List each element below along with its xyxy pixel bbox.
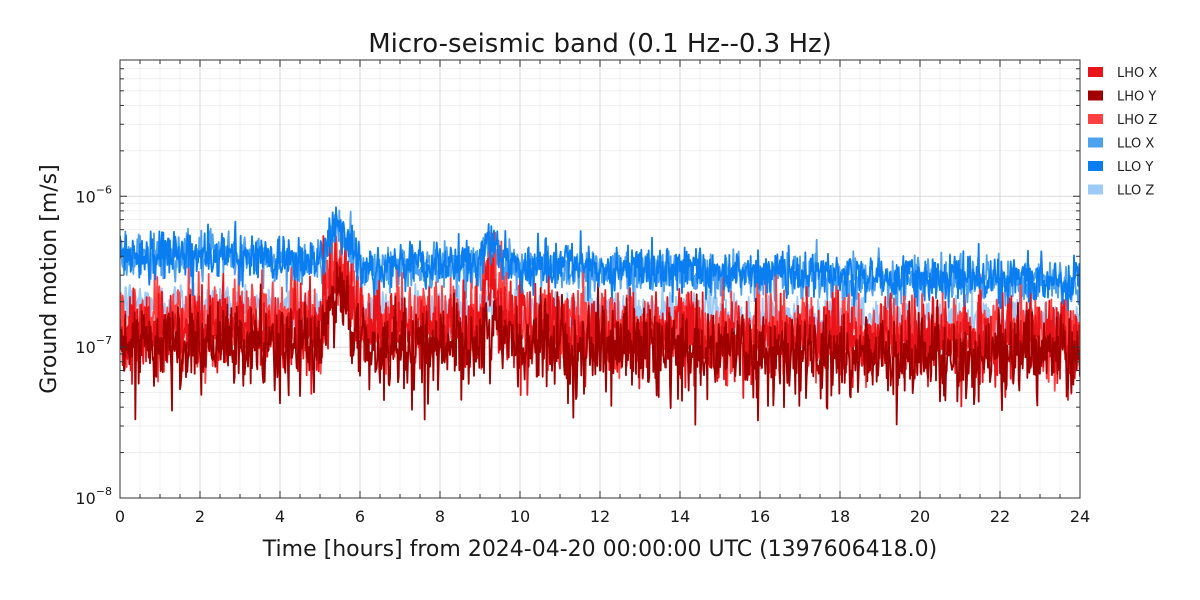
legend-label: LHO Z [1117, 113, 1157, 128]
legend-swatch [1088, 184, 1103, 195]
x-tick-label: 14 [670, 507, 690, 526]
legend-label: LLO X [1117, 137, 1154, 152]
series-line-llo-y [120, 206, 1080, 316]
legend-label: LLO Z [1117, 184, 1154, 199]
legend-label: LHO X [1117, 66, 1157, 81]
chart-title: Micro-seismic band (0.1 Hz--0.3 Hz) [368, 29, 832, 59]
series-line-lho-y [120, 262, 1080, 426]
x-tick-label: 8 [435, 507, 445, 526]
y-tick-label: 10−8 [75, 485, 112, 508]
legend: LHO X LHO Y LHO Z LLO X LLO Y LLO Z [1088, 66, 1157, 199]
x-tick-label: 22 [990, 507, 1010, 526]
series-group [120, 206, 1080, 426]
legend-swatch [1088, 114, 1103, 124]
x-tick-label: 12 [590, 507, 610, 526]
x-tick-label: 6 [355, 507, 365, 526]
y-tick-label: 10−6 [75, 183, 112, 206]
legend-label: LHO Y [1117, 90, 1156, 105]
legend-swatch [1088, 161, 1103, 171]
legend-label: LLO Y [1117, 160, 1153, 175]
x-tick-label: 4 [275, 507, 285, 526]
y-axis-label: Ground motion [m/s] [37, 164, 62, 393]
x-tick-label: 10 [510, 507, 530, 526]
x-tick-label: 18 [830, 507, 850, 526]
x-tick-label: 0 [115, 507, 125, 526]
y-tick-labels: 10−8 10−7 10−6 [75, 183, 112, 508]
axis-ticks [119, 59, 1081, 499]
legend-swatch [1088, 67, 1103, 77]
x-tick-labels: 0 2 4 6 8 10 12 14 16 18 20 22 24 [115, 507, 1090, 526]
x-axis-label: Time [hours] from 2024-04-20 00:00:00 UT… [262, 537, 937, 562]
x-tick-label: 2 [195, 507, 205, 526]
x-tick-label: 24 [1070, 507, 1090, 526]
x-tick-label: 16 [750, 507, 770, 526]
legend-swatch [1088, 137, 1103, 148]
y-tick-label: 10−7 [75, 334, 112, 357]
x-tick-label: 20 [910, 507, 930, 526]
legend-swatch [1088, 90, 1103, 101]
